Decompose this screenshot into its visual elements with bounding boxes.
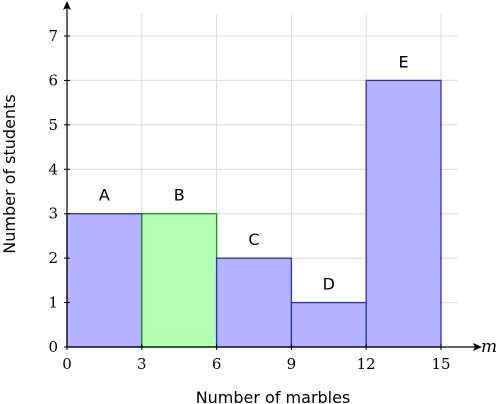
y-tick-label: 5 — [48, 116, 58, 134]
x-axis-title: Number of marbles — [196, 388, 351, 404]
bar-label-D: D — [323, 275, 335, 294]
x-tick-label: 15 — [431, 355, 450, 373]
x-tick-label: 9 — [287, 355, 297, 373]
x-axis-arrowhead — [473, 343, 482, 351]
x-tick-label: 0 — [62, 355, 72, 373]
bar-label-E: E — [399, 52, 409, 71]
y-tick-label: 6 — [48, 71, 58, 89]
x-tick-labels: 0 3 6 9 12 15 — [62, 355, 450, 373]
bar-C — [215, 257, 293, 348]
y-tick-label: 3 — [48, 205, 58, 223]
bar-D — [290, 301, 367, 348]
y-tick-labels: 0 1 2 3 4 5 6 7 — [48, 27, 58, 356]
y-tick-label: 4 — [48, 160, 58, 178]
y-tick-label: 7 — [48, 27, 58, 45]
y-axis-arrowhead — [63, 1, 71, 10]
bar-B — [141, 213, 218, 348]
bar-E — [365, 79, 442, 348]
bars — [66, 79, 442, 348]
bar-labels: A B C D E — [99, 52, 409, 293]
y-tick-label: 0 — [48, 338, 58, 356]
y-tick-label: 2 — [48, 249, 58, 267]
x-axis-variable: m — [481, 337, 497, 357]
bar-label-A: A — [99, 186, 110, 205]
y-axis-title: Number of students — [0, 94, 19, 253]
bar-label-B: B — [174, 186, 185, 205]
bar-label-C: C — [248, 230, 259, 249]
axes — [63, 1, 482, 351]
x-tick-label: 6 — [212, 355, 222, 373]
bar-A — [66, 213, 143, 348]
x-tick-label: 12 — [357, 355, 376, 373]
x-tick-label: 3 — [137, 355, 147, 373]
y-tick-label: 1 — [48, 294, 58, 312]
